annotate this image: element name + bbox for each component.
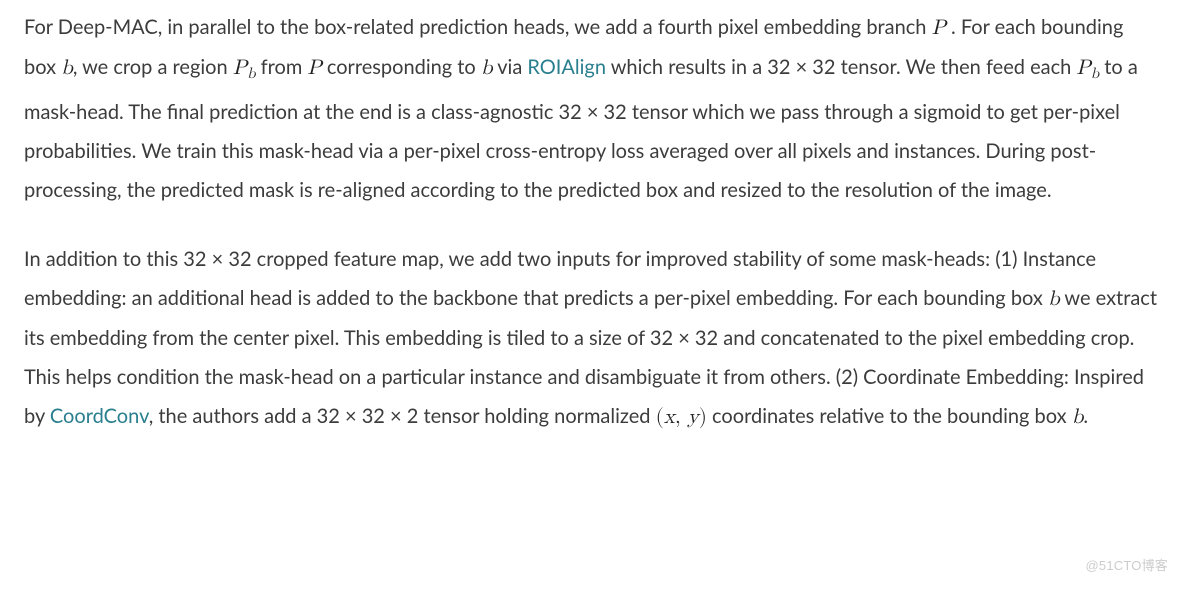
paren-right: ) [699,407,707,428]
paren-left: ( [656,407,664,428]
roialign-link[interactable]: ROIAlign [527,55,606,79]
math-P: P [932,18,946,39]
math-b-sub: b [1091,66,1099,81]
paragraph-2: In addition to this 32 × 32 cropped feat… [24,240,1160,437]
text: via [493,55,528,79]
text: , we crop a region [73,55,233,79]
math-b: b [1048,289,1060,310]
math-P: P [307,58,321,79]
comma: , [675,407,688,428]
math-Pb: Pb [1076,58,1099,79]
math-Pb: Pb [233,58,256,79]
math-P-base: P [233,58,247,79]
article-body: For Deep-MAC, in parallel to the box-rel… [0,0,1184,437]
text: For Deep-MAC, in parallel to the box-rel… [24,15,932,39]
text: coordinates relative to the bounding box [707,404,1072,428]
math-b: b [481,58,493,79]
text: In addition to this 32 × 32 cropped feat… [24,247,1096,310]
math-xy: (x, y) [656,407,707,428]
text: from [255,55,307,79]
text: which results in a 32 × 32 tensor. We th… [606,55,1076,79]
math-b: b [1072,407,1084,428]
text: . [1083,404,1088,428]
text: , the authors add a 32 × 32 × 2 tensor h… [149,404,656,428]
math-y: y [688,407,699,428]
math-b: b [61,58,73,79]
math-x: x [664,407,675,428]
text: corresponding to [322,55,481,79]
paragraph-1: For Deep-MAC, in parallel to the box-rel… [24,8,1160,210]
watermark: @51CTO博客 [1086,555,1168,574]
math-P-base: P [1076,58,1090,79]
coordconv-link[interactable]: CoordConv [50,404,149,428]
